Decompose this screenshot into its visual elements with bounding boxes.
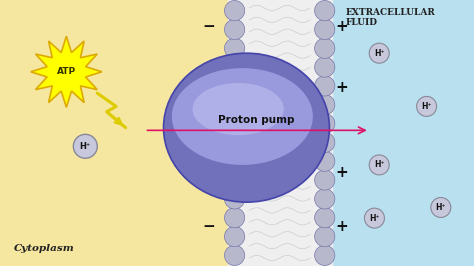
- Text: ATP: ATP: [57, 67, 76, 76]
- Ellipse shape: [315, 57, 335, 77]
- Ellipse shape: [225, 132, 245, 152]
- Ellipse shape: [315, 76, 335, 96]
- Ellipse shape: [315, 207, 335, 228]
- Text: +: +: [335, 219, 347, 234]
- Text: H⁺: H⁺: [80, 142, 91, 151]
- Ellipse shape: [315, 38, 335, 59]
- Ellipse shape: [225, 57, 245, 77]
- Text: H⁺: H⁺: [436, 203, 446, 212]
- Ellipse shape: [225, 114, 245, 134]
- Text: −: −: [202, 80, 215, 95]
- Ellipse shape: [192, 83, 284, 135]
- Ellipse shape: [225, 151, 245, 171]
- Ellipse shape: [225, 19, 245, 40]
- Ellipse shape: [164, 53, 329, 202]
- Text: −: −: [202, 165, 215, 180]
- Text: +: +: [335, 19, 347, 34]
- Text: H⁺: H⁺: [421, 102, 432, 111]
- Ellipse shape: [225, 95, 245, 115]
- Ellipse shape: [225, 226, 245, 247]
- Text: H⁺: H⁺: [374, 49, 384, 58]
- Ellipse shape: [315, 226, 335, 247]
- Ellipse shape: [315, 245, 335, 265]
- Text: H⁺: H⁺: [369, 214, 380, 223]
- Ellipse shape: [315, 189, 335, 209]
- Text: EXTRACELLULAR
FLUID: EXTRACELLULAR FLUID: [346, 8, 436, 27]
- Ellipse shape: [225, 189, 245, 209]
- Ellipse shape: [225, 38, 245, 59]
- Bar: [0, 0, 228, 266]
- Text: −: −: [202, 219, 215, 234]
- Bar: [332, 0, 474, 266]
- Text: +: +: [335, 80, 347, 95]
- Ellipse shape: [225, 245, 245, 265]
- Ellipse shape: [315, 114, 335, 134]
- Text: Proton pump: Proton pump: [218, 115, 294, 125]
- Ellipse shape: [369, 43, 389, 63]
- Text: Cytoplasm: Cytoplasm: [14, 244, 75, 253]
- Ellipse shape: [315, 1, 335, 21]
- Bar: [228, 0, 332, 266]
- Text: H⁺: H⁺: [374, 160, 384, 169]
- Text: +: +: [335, 165, 347, 180]
- Text: −: −: [202, 19, 215, 34]
- Ellipse shape: [172, 68, 313, 165]
- Ellipse shape: [369, 155, 389, 175]
- Polygon shape: [31, 36, 102, 107]
- Ellipse shape: [431, 197, 451, 218]
- Ellipse shape: [73, 134, 97, 158]
- Ellipse shape: [315, 19, 335, 40]
- Ellipse shape: [315, 170, 335, 190]
- Ellipse shape: [315, 95, 335, 115]
- Ellipse shape: [225, 1, 245, 21]
- Ellipse shape: [225, 207, 245, 228]
- Ellipse shape: [225, 76, 245, 96]
- Ellipse shape: [417, 97, 437, 117]
- Ellipse shape: [315, 151, 335, 171]
- Ellipse shape: [315, 132, 335, 152]
- Ellipse shape: [365, 208, 384, 228]
- Ellipse shape: [225, 170, 245, 190]
